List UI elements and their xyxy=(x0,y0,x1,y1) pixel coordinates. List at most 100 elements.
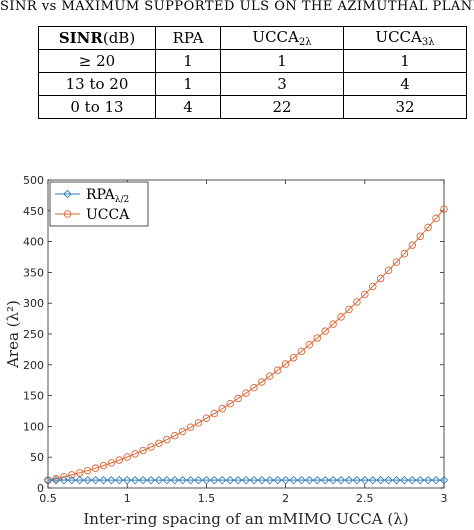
data-point-0 xyxy=(154,475,164,485)
data-point-1 xyxy=(368,282,377,291)
data-point-0 xyxy=(305,475,314,485)
data-point-0 xyxy=(392,475,401,485)
data-point-1 xyxy=(297,347,306,356)
data-point-0 xyxy=(360,475,370,485)
data-point-0 xyxy=(257,475,267,485)
data-point-0 xyxy=(297,475,306,485)
y-tick-label: 500 xyxy=(23,174,44,187)
data-point-0 xyxy=(83,475,92,485)
data-point-1 xyxy=(226,399,234,408)
data-point-1 xyxy=(353,298,361,306)
data-point-0 xyxy=(249,475,259,485)
data-point-0 xyxy=(320,475,330,485)
data-point-1 xyxy=(432,214,440,223)
data-point-1 xyxy=(266,372,274,380)
data-point-1 xyxy=(68,471,76,479)
y-tick-label: 400 xyxy=(23,236,44,249)
data-point-0 xyxy=(408,475,417,485)
y-tick-label: 350 xyxy=(23,266,44,279)
legend-label-base: RPA xyxy=(86,187,116,203)
header-ucca3: UCCA3λ xyxy=(343,26,467,50)
data-point-0 xyxy=(313,475,322,485)
data-point-1 xyxy=(115,456,124,464)
x-tick-label: 1.5 xyxy=(198,492,216,505)
data-point-1 xyxy=(313,334,322,342)
data-point-0 xyxy=(431,475,441,485)
data-point-0 xyxy=(265,475,274,485)
cell-ucca2: 3 xyxy=(220,72,344,96)
legend-label-sub: λ/2 xyxy=(115,195,129,205)
data-point-1 xyxy=(258,378,266,386)
legend-diamond-icon xyxy=(63,189,72,199)
data-point-0 xyxy=(376,475,385,485)
table-caption: SINR vs MAXIMUM SUPPORTED ULS ON THE AZI… xyxy=(0,0,474,14)
cell-rpa: 1 xyxy=(155,49,221,73)
data-point-0 xyxy=(423,475,433,485)
data-point-0 xyxy=(281,475,290,485)
data-point-1 xyxy=(337,313,345,321)
data-point-0 xyxy=(273,475,282,485)
y-axis-label: Area (λ²) xyxy=(4,300,22,369)
x-tick-label: 2.5 xyxy=(356,492,374,505)
data-point-1 xyxy=(416,232,424,241)
data-point-1 xyxy=(131,450,139,458)
data-point-1 xyxy=(194,419,203,427)
y-tick-label: 450 xyxy=(23,205,44,218)
data-point-0 xyxy=(107,475,116,485)
y-tick-label: 50 xyxy=(30,451,44,464)
data-point-1 xyxy=(186,423,195,432)
y-tick-label: 250 xyxy=(23,328,44,341)
data-point-0 xyxy=(384,475,393,485)
header-ucca2-sub: 2λ xyxy=(298,37,312,48)
header-rpa-label: RPA xyxy=(172,29,204,47)
table-row: ≥ 20 1 1 1 xyxy=(38,49,467,73)
data-point-1 xyxy=(147,443,155,451)
data-point-0 xyxy=(400,475,409,485)
data-point-0 xyxy=(352,475,362,485)
data-point-0 xyxy=(122,475,132,485)
data-point-1 xyxy=(440,205,448,213)
data-point-1 xyxy=(424,223,432,232)
data-point-1 xyxy=(250,383,258,392)
data-point-0 xyxy=(225,475,235,485)
cell-sinr: 13 to 20 xyxy=(38,72,156,96)
data-point-0 xyxy=(241,475,251,485)
data-point-0 xyxy=(439,475,449,485)
data-point-1 xyxy=(155,439,163,448)
data-point-1 xyxy=(408,241,417,249)
data-point-0 xyxy=(51,475,61,485)
data-point-0 xyxy=(91,475,100,485)
cell-ucca3: 4 xyxy=(343,72,467,96)
x-tick-label: 3 xyxy=(441,492,448,505)
data-point-0 xyxy=(368,475,377,485)
cell-rpa: 1 xyxy=(155,72,221,96)
data-point-0 xyxy=(115,475,124,485)
data-point-1 xyxy=(139,446,147,455)
data-point-0 xyxy=(99,475,108,485)
cell-ucca2: 1 xyxy=(220,49,344,73)
x-tick-label: 2 xyxy=(282,492,289,505)
header-ucca3-base: UCCA xyxy=(375,28,422,46)
data-point-1 xyxy=(329,320,337,328)
data-point-1 xyxy=(345,305,353,314)
data-point-0 xyxy=(67,475,76,485)
data-point-1 xyxy=(273,366,282,374)
header-ucca2-base: UCCA xyxy=(252,28,299,46)
y-tick-label: 300 xyxy=(23,297,44,310)
data-point-0 xyxy=(130,475,140,485)
data-point-0 xyxy=(75,475,84,485)
header-ucca3-sub: 3λ xyxy=(421,37,435,48)
table-header-row: SINR(dB) RPA UCCA2λ UCCA3λ xyxy=(38,26,467,50)
data-point-0 xyxy=(202,475,211,485)
data-point-1 xyxy=(218,404,226,413)
data-point-0 xyxy=(138,475,148,485)
table-row: 13 to 20 1 3 4 xyxy=(38,72,467,96)
y-tick-label: 200 xyxy=(23,359,44,372)
legend-circle-icon xyxy=(63,210,72,218)
x-axis-label: Inter-ring spacing of an mMIMO UCCA (λ) xyxy=(83,510,408,528)
data-point-1 xyxy=(321,327,329,335)
data-point-1 xyxy=(400,249,409,258)
data-point-0 xyxy=(416,475,425,485)
data-point-0 xyxy=(194,475,203,485)
data-point-1 xyxy=(384,266,393,275)
